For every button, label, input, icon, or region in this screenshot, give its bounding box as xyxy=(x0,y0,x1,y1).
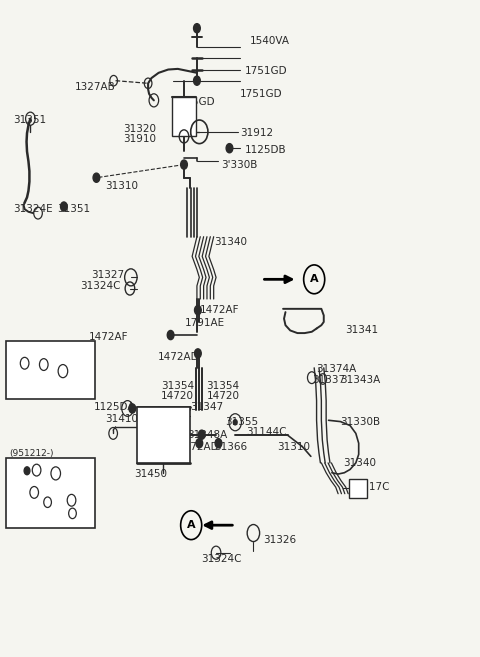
Circle shape xyxy=(194,306,201,315)
Text: 31354: 31354 xyxy=(161,381,194,391)
Text: 31450: 31450 xyxy=(134,469,167,479)
Text: 31324E: 31324E xyxy=(12,204,52,214)
Text: 1125DB: 1125DB xyxy=(245,145,287,154)
Circle shape xyxy=(196,439,203,448)
Bar xyxy=(6,458,95,528)
Text: 31144C: 31144C xyxy=(246,427,286,437)
Text: 31351: 31351 xyxy=(57,204,90,214)
Text: (951212-): (951212-) xyxy=(9,449,54,457)
Bar xyxy=(137,407,190,463)
Text: 31330B: 31330B xyxy=(340,417,381,426)
Bar xyxy=(349,480,367,497)
Bar xyxy=(6,341,95,399)
Text: 31444: 31444 xyxy=(63,513,91,522)
Text: 1472AD: 1472AD xyxy=(157,351,199,362)
Text: 31327: 31327 xyxy=(92,270,125,280)
Text: 31410: 31410 xyxy=(105,414,138,424)
Circle shape xyxy=(180,160,187,170)
Text: 31442A: 31442A xyxy=(57,467,92,476)
Circle shape xyxy=(167,330,174,340)
Text: 1472AD: 1472AD xyxy=(178,442,219,451)
Text: 14720: 14720 xyxy=(161,391,194,401)
Text: 31374A: 31374A xyxy=(317,364,357,374)
Bar xyxy=(172,97,196,137)
Text: 31324C: 31324C xyxy=(80,281,120,291)
Text: 31366: 31366 xyxy=(214,442,247,451)
Text: 31341: 31341 xyxy=(345,325,378,335)
Text: 31351: 31351 xyxy=(12,115,46,125)
Text: 31354: 31354 xyxy=(206,381,240,391)
Text: 1751GD: 1751GD xyxy=(245,66,288,76)
Text: 1472AF: 1472AF xyxy=(89,332,129,342)
Circle shape xyxy=(24,467,30,475)
Text: 1327AB: 1327AB xyxy=(75,82,116,92)
Text: 31320: 31320 xyxy=(123,124,156,134)
Text: 31310: 31310 xyxy=(277,442,311,451)
Text: 14720: 14720 xyxy=(206,391,240,401)
Text: 1477AD: 1477AD xyxy=(14,503,50,511)
Circle shape xyxy=(226,144,233,153)
Text: 31441A: 31441A xyxy=(14,380,49,389)
Text: 31441A: 31441A xyxy=(14,467,49,476)
Text: A: A xyxy=(310,275,319,284)
Text: 31310: 31310 xyxy=(105,181,138,191)
Text: 31912: 31912 xyxy=(240,128,273,138)
Text: 31340: 31340 xyxy=(343,458,376,468)
Circle shape xyxy=(193,24,200,33)
Text: 1125DA: 1125DA xyxy=(94,402,135,412)
Circle shape xyxy=(233,420,237,425)
Text: 1751GD: 1751GD xyxy=(240,89,283,99)
Text: (-951212): (-951212) xyxy=(9,345,54,354)
Text: 1791AE: 1791AE xyxy=(185,318,225,328)
Text: 31910: 31910 xyxy=(123,134,156,144)
Text: 1472AF: 1472AF xyxy=(14,489,48,498)
Text: 31340: 31340 xyxy=(214,237,247,247)
Text: 31135A: 31135A xyxy=(48,503,83,511)
Circle shape xyxy=(215,439,222,448)
Text: 31445: 31445 xyxy=(44,478,72,487)
Text: 31337: 31337 xyxy=(312,374,345,384)
Circle shape xyxy=(193,76,200,85)
Text: 31348A: 31348A xyxy=(187,430,228,440)
Circle shape xyxy=(93,173,100,182)
Text: 31324C: 31324C xyxy=(201,555,241,564)
Circle shape xyxy=(129,404,136,413)
Text: 31343A: 31343A xyxy=(340,374,381,384)
Text: 3'330B: 3'330B xyxy=(221,160,257,170)
Text: 31355: 31355 xyxy=(225,417,258,426)
Text: 1472AF: 1472AF xyxy=(199,305,239,315)
Text: A: A xyxy=(187,520,195,530)
Text: 31326: 31326 xyxy=(263,535,296,545)
Text: 1125GD: 1125GD xyxy=(173,97,216,107)
Text: 1540VA: 1540VA xyxy=(250,36,289,47)
Text: 31442A: 31442A xyxy=(57,360,92,369)
Circle shape xyxy=(194,349,201,358)
Circle shape xyxy=(198,430,205,440)
Text: 31347: 31347 xyxy=(190,402,223,412)
Text: 31317C: 31317C xyxy=(349,482,390,492)
Circle shape xyxy=(60,202,67,211)
